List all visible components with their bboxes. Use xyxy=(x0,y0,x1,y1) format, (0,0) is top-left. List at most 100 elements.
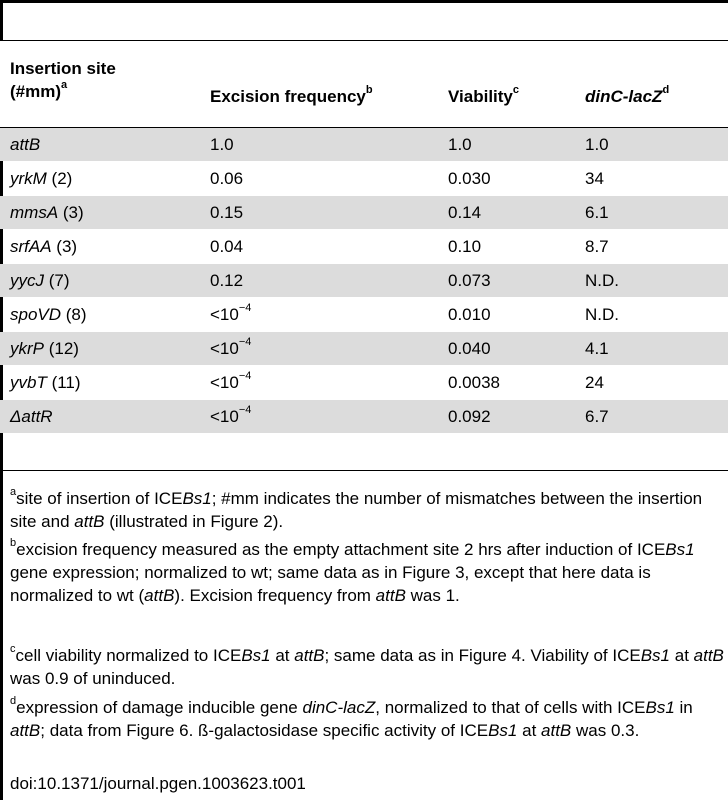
cell-insertion-site: spoVD (8) xyxy=(10,298,87,331)
cell-insertion-site: attB xyxy=(10,128,40,161)
cell-dinc-lacz: N.D. xyxy=(585,305,619,324)
excision-exponent: −4 xyxy=(238,370,252,383)
footnote-b-text: gene expression; normalized to wt; same … xyxy=(10,563,651,605)
table-row: ΔattR <10−4 0.092 6.7 xyxy=(0,400,728,433)
footnote-c-text: cell viability normalized to ICE xyxy=(15,646,242,665)
mismatch-count: (7) xyxy=(44,271,70,290)
mismatch-count: (12) xyxy=(44,339,79,358)
insertion-site-name: mmsA xyxy=(10,203,59,222)
footnote-a: asite of insertion of ICEBs1; #mm indica… xyxy=(10,487,726,533)
cell-dinc-lacz: N.D. xyxy=(585,271,619,290)
header-viability-label: Viability xyxy=(448,87,513,106)
cell-viability: 0.040 xyxy=(448,339,491,358)
header-top-rule xyxy=(0,40,728,41)
footnote-c-text: was 0.9 of uninduced. xyxy=(10,669,176,688)
cell-dinc-lacz: 24 xyxy=(585,373,604,392)
header-insertion-site: Insertion site (#mm)a xyxy=(10,57,116,103)
footnote-d-text: dinC-lacZ xyxy=(302,698,376,717)
cell-dinc-lacz: 8.7 xyxy=(585,237,609,256)
cell-viability: 0.092 xyxy=(448,407,491,426)
header-insertion-line1: Insertion site xyxy=(10,59,116,78)
cell-excision-frequency: 1.0 xyxy=(210,128,234,161)
excision-value: 0.15 xyxy=(210,203,244,222)
excision-exponent: −4 xyxy=(238,302,252,315)
cell-excision-frequency: 0.04 xyxy=(210,230,243,263)
cell-insertion-site: yrkM (2) xyxy=(10,162,72,195)
table-row: ykrP (12) <10−4 0.040 4.1 xyxy=(0,332,728,365)
cell-excision-frequency: 0.12 xyxy=(210,264,243,297)
mismatch-count: (3) xyxy=(51,237,78,256)
footnote-a-text: ; #mm indicates the number of mismatches… xyxy=(10,489,703,531)
footnote-d-text: in xyxy=(674,698,693,717)
footnote-d-text: Bs1 xyxy=(645,698,675,717)
table-row: yycJ (7) 0.12 0.073 N.D. xyxy=(0,264,728,297)
mismatch-count: (11) xyxy=(46,373,81,392)
header-insertion-line2: (#mm) xyxy=(10,82,62,101)
footnote-c-text: Bs1 xyxy=(640,646,671,665)
footnote-c-text: at xyxy=(670,646,694,665)
cell-viability: 1.0 xyxy=(448,135,472,154)
footnote-d-text: at xyxy=(517,721,542,740)
cell-dinc-lacz: 34 xyxy=(585,169,604,188)
footnote-mark-a: a xyxy=(61,79,68,92)
footnote-c-text: attB xyxy=(294,646,325,665)
footnote-mark-c: c xyxy=(512,84,520,97)
cell-excision-frequency: <10−4 xyxy=(210,366,251,399)
footnote-c-text: attB xyxy=(693,646,724,665)
footnote-d-text: , normalized to that of cells with ICE xyxy=(375,698,646,717)
cell-viability: 0.0038 xyxy=(448,373,500,392)
cell-dinc-lacz: 4.1 xyxy=(585,339,609,358)
insertion-site-name: ΔattR xyxy=(10,407,53,426)
table-row: spoVD (8) <10−4 0.010 N.D. xyxy=(0,298,728,331)
insertion-site-name: yvbT xyxy=(10,373,47,392)
excision-value: <10 xyxy=(210,305,239,324)
cell-dinc-lacz: 1.0 xyxy=(585,135,609,154)
excision-exponent: −4 xyxy=(238,336,252,349)
footnote-b-text: ). Excision frequency from xyxy=(174,586,376,605)
header-excision-label: Excision frequency xyxy=(210,87,366,106)
footnote-b-text: excision frequency measured as the empty… xyxy=(16,540,666,559)
excision-value: 1.0 xyxy=(210,135,234,154)
table-row: mmsA (3) 0.15 0.14 6.1 xyxy=(0,196,728,229)
footnote-d-text: expression of damage inducible gene xyxy=(16,698,303,717)
mismatch-count: (2) xyxy=(46,169,73,188)
table-top-border xyxy=(0,0,728,3)
cell-excision-frequency: <10−4 xyxy=(210,400,251,433)
excision-value: 0.12 xyxy=(210,271,244,290)
footnote-b-mark: b xyxy=(10,537,17,550)
footnote-b-text: attB xyxy=(375,586,406,605)
footnote-d-text: attB xyxy=(541,721,572,740)
excision-exponent: −4 xyxy=(238,404,252,417)
footnote-c-text: at xyxy=(270,646,295,665)
header-dinc-lacz: dinC-lacZd xyxy=(585,85,669,108)
cell-excision-frequency: <10−4 xyxy=(210,332,251,365)
doi-line[interactable]: doi:10.1371/journal.pgen.1003623.t001 xyxy=(10,774,306,793)
insertion-site-name: srfAA xyxy=(10,237,52,256)
footnote-c-mark: c xyxy=(10,643,16,656)
insertion-site-name: yycJ xyxy=(10,271,44,290)
cell-excision-frequency: <10−4 xyxy=(210,298,251,331)
footnote-d-text: Bs1 xyxy=(488,721,518,740)
footnote-c-text: ; same data as in Figure 4. Viability of… xyxy=(324,646,641,665)
table-bottom-rule xyxy=(0,470,728,471)
insertion-site-name: ykrP xyxy=(10,339,44,358)
cell-viability: 0.030 xyxy=(448,169,491,188)
footnote-d-text: ; data from Figure 6. ß-galactosidase sp… xyxy=(40,721,489,740)
cell-insertion-site: yvbT (11) xyxy=(10,366,81,399)
header-excision-frequency: Excision frequencyb xyxy=(210,85,373,108)
excision-value: <10 xyxy=(210,339,239,358)
footnote-b-text: attB xyxy=(144,586,175,605)
footnote-c: ccell viability normalized to ICEBs1 at … xyxy=(10,644,726,690)
excision-value: <10 xyxy=(210,407,239,426)
cell-viability: 0.14 xyxy=(448,203,482,222)
cell-excision-frequency: 0.06 xyxy=(210,162,243,195)
footnote-d-text: attB xyxy=(10,721,41,740)
table-row: yrkM (2) 0.06 0.030 34 xyxy=(0,162,728,195)
footnote-b-text: Bs1 xyxy=(665,540,695,559)
footnote-mark-d: d xyxy=(662,84,670,97)
footnote-d: dexpression of damage inducible gene din… xyxy=(10,696,726,742)
header-bottom-rule xyxy=(0,127,728,128)
footnote-a-text: site of insertion of ICE xyxy=(16,489,183,508)
table-row: srfAA (3) 0.04 0.10 8.7 xyxy=(0,230,728,263)
cell-insertion-site: yycJ (7) xyxy=(10,264,70,297)
